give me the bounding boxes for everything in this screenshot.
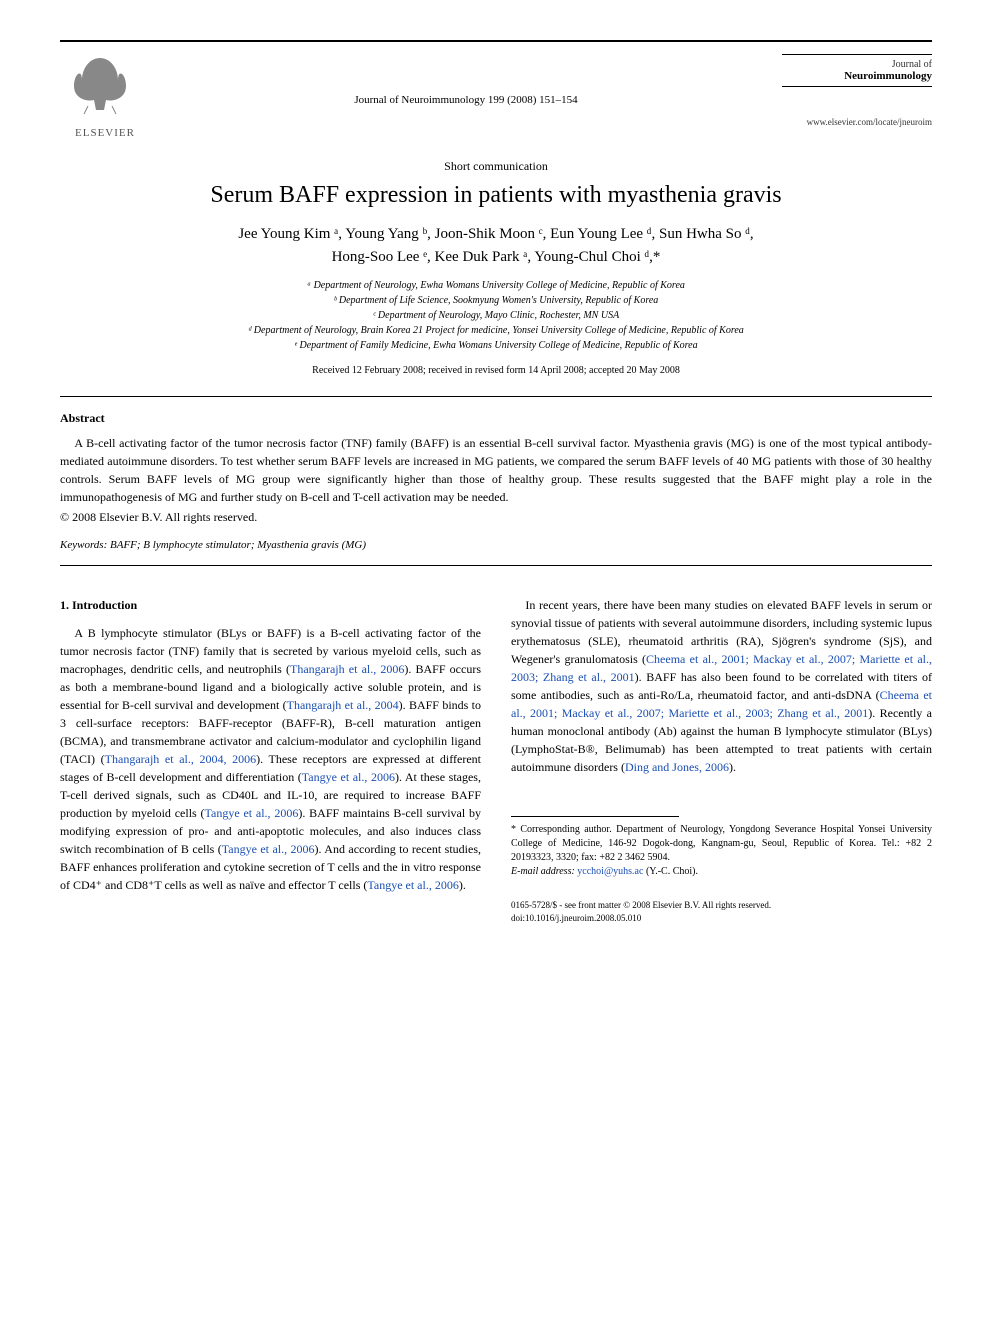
page-footer: 0165-5728/$ - see front matter © 2008 El… xyxy=(511,899,932,924)
footnote-rule xyxy=(511,816,679,817)
citation-link[interactable]: Thangarajh et al., 2006 xyxy=(290,662,404,676)
p2d: ). xyxy=(729,760,736,774)
abstract-top-rule xyxy=(60,396,932,397)
abstract-bottom-rule xyxy=(60,565,932,566)
p1i: ). xyxy=(459,878,466,892)
journal-box-top-rule xyxy=(782,54,932,55)
journal-name-prefix: Journal of xyxy=(782,59,932,70)
citation-link[interactable]: Thangarajh et al., 2004 xyxy=(287,698,399,712)
abstract-text: A B-cell activating factor of the tumor … xyxy=(60,434,932,506)
keywords-label: Keywords: xyxy=(60,539,107,551)
affiliation-d: ᵈ Department of Neurology, Brain Korea 2… xyxy=(60,323,932,338)
abstract-heading: Abstract xyxy=(60,411,932,426)
article-title: Serum BAFF expression in patients with m… xyxy=(60,182,932,209)
body-columns: 1. Introduction A B lymphocyte stimulato… xyxy=(60,596,932,924)
article-type: Short communication xyxy=(60,159,932,174)
header-right: Journal of Neuroimmunology www.elsevier.… xyxy=(782,50,932,127)
journal-box-bottom-rule xyxy=(782,86,932,87)
journal-website: www.elsevier.com/locate/jneuroim xyxy=(782,117,932,127)
affiliations: ᵃ Department of Neurology, Ewha Womans U… xyxy=(60,278,932,353)
top-rule xyxy=(60,40,932,42)
keywords-text: BAFF; B lymphocyte stimulator; Myastheni… xyxy=(107,539,366,551)
corresponding-author-footnote: * Corresponding author. Department of Ne… xyxy=(511,823,932,865)
publisher-name: ELSEVIER xyxy=(60,127,150,139)
email-label: E-mail address: xyxy=(511,866,575,877)
email-suffix: (Y.-C. Choi). xyxy=(643,866,698,877)
publisher-logo-block: ELSEVIER xyxy=(60,50,150,139)
intro-heading: 1. Introduction xyxy=(60,596,481,614)
intro-paragraph-2: In recent years, there have been many st… xyxy=(511,596,932,776)
affiliation-e: ᵉ Department of Family Medicine, Ewha Wo… xyxy=(60,338,932,353)
affiliation-b: ᵇ Department of Life Science, Sookmyung … xyxy=(60,293,932,308)
header-center: Journal of Neuroimmunology 199 (2008) 15… xyxy=(150,50,782,108)
citation-link[interactable]: Thangarajh et al., 2004, 2006 xyxy=(105,752,256,766)
citation-link[interactable]: Tangye et al., 2006 xyxy=(222,842,315,856)
authors-line-1: Jee Young Kim ᵃ, Young Yang ᵇ, Joon-Shik… xyxy=(238,226,753,242)
header-row: ELSEVIER Journal of Neuroimmunology 199 … xyxy=(60,50,932,139)
intro-paragraph-1: A B lymphocyte stimulator (BLys or BAFF)… xyxy=(60,624,481,894)
affiliation-c: ᶜ Department of Neurology, Mayo Clinic, … xyxy=(60,308,932,323)
keywords: Keywords: BAFF; B lymphocyte stimulator;… xyxy=(60,539,932,551)
email-link[interactable]: ycchoi@yuhs.ac xyxy=(577,866,643,877)
citation-link[interactable]: Tangye et al., 2006 xyxy=(367,878,458,892)
citation-link[interactable]: Tangye et al., 2006 xyxy=(302,770,395,784)
abstract-copyright: © 2008 Elsevier B.V. All rights reserved… xyxy=(60,510,932,525)
footer-doi: doi:10.1016/j.jneuroim.2008.05.010 xyxy=(511,912,932,925)
affiliation-a: ᵃ Department of Neurology, Ewha Womans U… xyxy=(60,278,932,293)
article-dates: Received 12 February 2008; received in r… xyxy=(60,365,932,376)
authors-line-2: Hong-Soo Lee ᵉ, Kee Duk Park ᵃ, Young-Ch… xyxy=(332,249,661,265)
footnote-block: * Corresponding author. Department of Ne… xyxy=(511,816,932,924)
citation-link[interactable]: Tangye et al., 2006 xyxy=(205,806,299,820)
elsevier-tree-icon xyxy=(60,50,140,120)
journal-name: Neuroimmunology xyxy=(782,70,932,82)
authors: Jee Young Kim ᵃ, Young Yang ᵇ, Joon-Shik… xyxy=(60,223,932,268)
email-footnote: E-mail address: ycchoi@yuhs.ac (Y.-C. Ch… xyxy=(511,865,932,879)
journal-citation: Journal of Neuroimmunology 199 (2008) 15… xyxy=(354,94,577,106)
footer-copyright: 0165-5728/$ - see front matter © 2008 El… xyxy=(511,899,932,912)
citation-link[interactable]: Ding and Jones, 2006 xyxy=(625,760,729,774)
